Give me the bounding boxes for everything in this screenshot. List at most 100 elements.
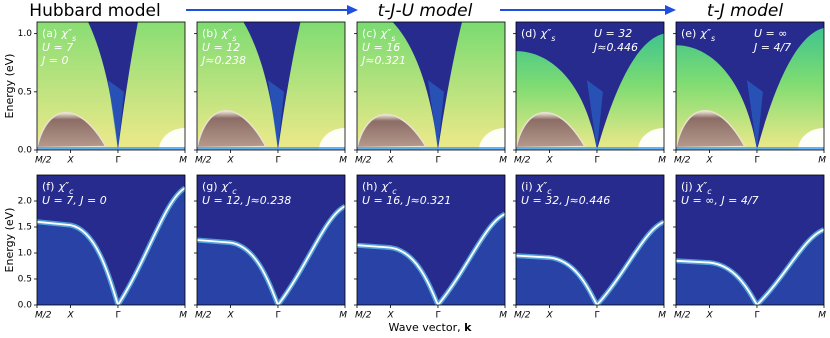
panel-frame (515, 174, 665, 306)
panel-background (516, 175, 664, 305)
panel-tag: (d) (521, 27, 537, 40)
x-tick-label: X (67, 311, 75, 321)
panel-frame (515, 21, 665, 151)
panel-parameter: J = 0 (40, 54, 68, 67)
panel-subscript: s (391, 34, 395, 43)
panel-parameter: J≈0.238 (200, 54, 246, 67)
panel-symbol: χ″ (699, 27, 712, 40)
panel (197, 22, 345, 150)
low-energy-weight (319, 128, 345, 150)
panel-parameter: J = 4/7 (752, 41, 791, 54)
panel-frame (675, 174, 825, 306)
panel (676, 175, 824, 305)
y-tick-label: 0.0 (18, 301, 33, 311)
x-tick-label: Γ (115, 156, 120, 166)
panel-frame (36, 174, 186, 306)
y-axis-label: Energy (eV) (3, 208, 16, 273)
baseline-glow (37, 147, 185, 150)
panel-label: (c) χ″s (362, 27, 395, 43)
baseline-glow (516, 147, 664, 150)
x-tick-label: M (179, 156, 187, 166)
panel-label: (j) χ″c (681, 180, 712, 196)
panel-symbol: χ″ (221, 180, 234, 193)
panel-subscript: s (72, 34, 76, 43)
x-tick-label: X (227, 156, 235, 166)
x-tick-label: M (499, 311, 507, 321)
panel-label: (e) χ″s (681, 27, 715, 43)
panel-subscript: c (707, 187, 712, 196)
model-label: Hubbard model (29, 1, 160, 21)
y-tick-label: 1.0 (18, 249, 33, 259)
x-tick-label: Γ (115, 311, 120, 321)
panel-label: (b) χ″s (202, 27, 236, 43)
gamma-edge (427, 80, 444, 150)
panel-symbol: χ″ (221, 27, 234, 40)
x-tick-label: M/2 (674, 311, 691, 321)
mode-line (357, 213, 505, 305)
panel-subscript: s (711, 34, 715, 43)
panel-tag: (i) (521, 180, 533, 193)
x-axis-label-vector: k (464, 321, 472, 334)
y-tick-label: 2.0 (18, 197, 33, 207)
low-energy-weight (479, 128, 505, 150)
x-tick-label: Γ (275, 156, 280, 166)
panel-parameter: U = 7 (42, 41, 73, 54)
panel-tag: (e) (681, 27, 696, 40)
panel-symbol: χ″ (57, 180, 70, 193)
panel-subscript: c (69, 187, 74, 196)
x-tick-label: Γ (754, 156, 759, 166)
panel-label: (d) χ″s (521, 27, 555, 43)
gamma-edge (586, 80, 603, 150)
panel (357, 22, 505, 150)
panel-frame (356, 21, 506, 151)
panel (37, 175, 185, 305)
low-energy-weight (638, 128, 664, 150)
dome (357, 113, 428, 149)
baseline-glow (357, 147, 505, 150)
panel-tag: (b) (202, 27, 218, 40)
panel-parameter: U = ∞, J = 4/7 (681, 194, 759, 207)
x-tick-label: Γ (754, 311, 759, 321)
panel-tag: (f) (42, 180, 54, 193)
panel-tag: (h) (362, 180, 378, 193)
y-tick-label: 0.5 (18, 87, 32, 97)
mode-line (37, 187, 185, 305)
panel-subscript: s (551, 34, 555, 43)
x-tick-label: M/2 (35, 311, 52, 321)
x-tick-label: Γ (435, 311, 440, 321)
panel-label: (a) χ″s (42, 27, 76, 43)
x-tick-label: M/2 (355, 311, 372, 321)
panel-parameter: J≈0.321 (360, 54, 406, 67)
x-tick-label: X (706, 311, 714, 321)
y-tick-label: 0.0 (18, 146, 33, 156)
panel (516, 22, 664, 150)
x-axis-label: Wave vector, k (389, 321, 473, 334)
dome (676, 110, 747, 149)
panel-parameter: U = 32, J≈0.446 (521, 194, 610, 207)
x-tick-label: Γ (435, 156, 440, 166)
model-label: t-J model (707, 1, 783, 21)
x-tick-label: X (387, 156, 395, 166)
low-energy-weight (159, 128, 185, 150)
panel-frame (675, 21, 825, 151)
panel-label: (h) χ″c (362, 180, 397, 196)
gamma-edge (107, 80, 124, 150)
y-tick-label: 1.5 (18, 223, 32, 233)
x-tick-label: X (546, 156, 554, 166)
panel-symbol: χ″ (540, 27, 553, 40)
panel (676, 22, 824, 150)
x-axis-label-text: Wave vector, (389, 321, 465, 334)
panel-parameter: U = 7, J = 0 (42, 194, 107, 207)
dome (37, 111, 108, 149)
panel-subscript: c (547, 187, 552, 196)
panel-subscript: c (232, 187, 237, 196)
haze (516, 221, 664, 305)
gamma-edge (267, 80, 284, 150)
y-tick-label: 0.5 (18, 275, 32, 285)
header-arrows (186, 5, 676, 15)
panel-tag: (g) (202, 180, 218, 193)
x-tick-label: M/2 (514, 311, 531, 321)
panel-background (676, 175, 824, 305)
x-tick-label: M (179, 311, 187, 321)
